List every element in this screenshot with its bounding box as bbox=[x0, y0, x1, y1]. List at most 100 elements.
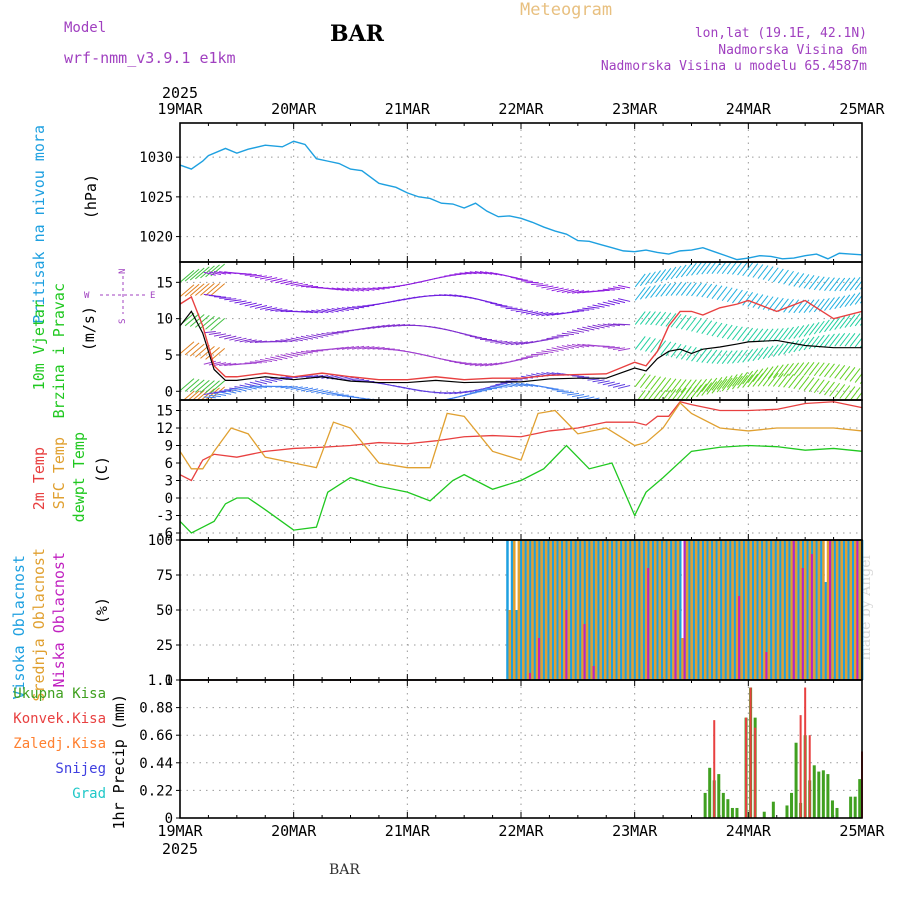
wind-arrow bbox=[566, 311, 580, 314]
wind-arrow bbox=[675, 379, 687, 393]
wind-arrow bbox=[210, 263, 226, 277]
wind-arrow bbox=[275, 355, 288, 360]
low_cloud-bar bbox=[856, 540, 859, 680]
wind-arrow bbox=[762, 328, 774, 343]
wind-arrow bbox=[737, 371, 748, 386]
wind-arrow bbox=[321, 308, 334, 313]
wind-arrow bbox=[701, 320, 713, 335]
wind-arrow bbox=[793, 338, 805, 353]
wind-arrow bbox=[321, 374, 334, 379]
wind-arrow bbox=[670, 378, 682, 393]
wind-arrow bbox=[321, 332, 334, 336]
wind-arrow bbox=[849, 387, 861, 400]
wind-arrow bbox=[752, 328, 764, 343]
wind-arrow bbox=[783, 374, 794, 388]
wind-arrow bbox=[510, 382, 523, 387]
high_cloud-bar bbox=[797, 540, 800, 680]
wind-arrow bbox=[249, 361, 262, 364]
wind-arrow bbox=[254, 275, 268, 279]
mid_cloud-bar bbox=[572, 540, 575, 680]
wind-arrow bbox=[844, 293, 856, 308]
mid_cloud-bar bbox=[735, 540, 739, 680]
wind-arrow bbox=[798, 376, 810, 390]
wind-arrow bbox=[670, 265, 682, 280]
y-tick-label: 1025 bbox=[139, 190, 173, 206]
wind-arrow bbox=[660, 377, 672, 392]
wind-arrow bbox=[849, 292, 861, 306]
wind-arrow bbox=[788, 326, 800, 340]
y-tick-label: 100 bbox=[148, 533, 173, 549]
wind-arrow bbox=[665, 266, 677, 281]
wind-arrow bbox=[566, 331, 580, 334]
legend-freezing-rain: Zaledj.Kisa bbox=[13, 736, 106, 752]
lonlat-text: lon,lat (19.1E, 42.1N) bbox=[694, 26, 867, 41]
wind-arrow bbox=[587, 378, 600, 381]
mid_cloud-bar bbox=[740, 540, 743, 680]
wind-arrow bbox=[485, 271, 498, 276]
wind-arrow bbox=[300, 387, 314, 392]
wind-arrow bbox=[813, 362, 825, 377]
wind-arrow bbox=[721, 375, 733, 389]
wind-arrow bbox=[602, 288, 615, 291]
wind-arrow bbox=[849, 368, 861, 382]
wind-arrow bbox=[561, 391, 574, 394]
wind-arrow bbox=[803, 275, 815, 289]
wind-arrow bbox=[254, 380, 268, 385]
wind-arrow bbox=[778, 342, 789, 356]
mid_cloud-bar bbox=[603, 540, 607, 680]
wind-arrow bbox=[685, 316, 697, 331]
dewpoint-line bbox=[179, 444, 863, 534]
wind-arrow bbox=[200, 345, 215, 359]
mid_cloud-bar bbox=[776, 540, 780, 680]
wind-arrow bbox=[675, 264, 687, 279]
wind-arrow bbox=[566, 289, 580, 294]
wind-arrow bbox=[824, 318, 835, 333]
wind-arrow bbox=[767, 372, 779, 387]
wind-arrow bbox=[803, 323, 815, 337]
wind-arrow bbox=[660, 267, 672, 282]
high_cloud-bar bbox=[729, 540, 732, 680]
wind-arrow bbox=[224, 335, 237, 340]
high_cloud-bar bbox=[706, 540, 709, 680]
wind-arrow bbox=[839, 294, 851, 309]
wind-arrow bbox=[793, 375, 805, 390]
wind-arrow bbox=[778, 269, 789, 284]
wind-arrow bbox=[612, 347, 626, 350]
wind-arrow bbox=[737, 290, 748, 305]
wind-arrow bbox=[597, 323, 610, 328]
mid_cloud-bar bbox=[717, 540, 721, 680]
y-tick-label: 50 bbox=[156, 603, 173, 619]
wind-arrow bbox=[772, 268, 784, 283]
wind-arrow bbox=[183, 390, 195, 400]
wind-arrow bbox=[798, 337, 810, 352]
wind-arrow bbox=[778, 363, 789, 378]
high_cloud-bar bbox=[665, 540, 668, 680]
wind-arrow bbox=[854, 294, 862, 305]
wind-arrow bbox=[757, 346, 769, 361]
high_cloud-bar bbox=[719, 540, 723, 680]
wind-arrow bbox=[772, 297, 784, 312]
wind-arrow bbox=[561, 345, 574, 350]
wind-arrow bbox=[541, 285, 554, 289]
wind-arrow bbox=[464, 363, 477, 366]
wind-arrow bbox=[469, 271, 482, 275]
wind-arrow bbox=[490, 302, 503, 306]
wind-arrow bbox=[618, 323, 631, 326]
wind-arrow bbox=[655, 311, 667, 326]
wind-arrow bbox=[210, 347, 226, 361]
wind-arrow bbox=[662, 389, 672, 400]
wind-arrow bbox=[721, 324, 733, 339]
wind-arrow bbox=[737, 349, 748, 364]
wind-arrow bbox=[195, 266, 210, 280]
mid_cloud-bar bbox=[817, 540, 821, 680]
wind-arrow bbox=[680, 379, 692, 394]
high_cloud-bar bbox=[515, 610, 518, 680]
wind-arrow bbox=[244, 385, 257, 390]
wind-arrow bbox=[571, 343, 585, 348]
wind-arrow bbox=[205, 316, 220, 330]
wind-arrow bbox=[747, 373, 759, 388]
mid_cloud-bar bbox=[635, 540, 639, 680]
high_cloud-bar bbox=[747, 540, 750, 680]
wind-arrow bbox=[645, 271, 656, 286]
